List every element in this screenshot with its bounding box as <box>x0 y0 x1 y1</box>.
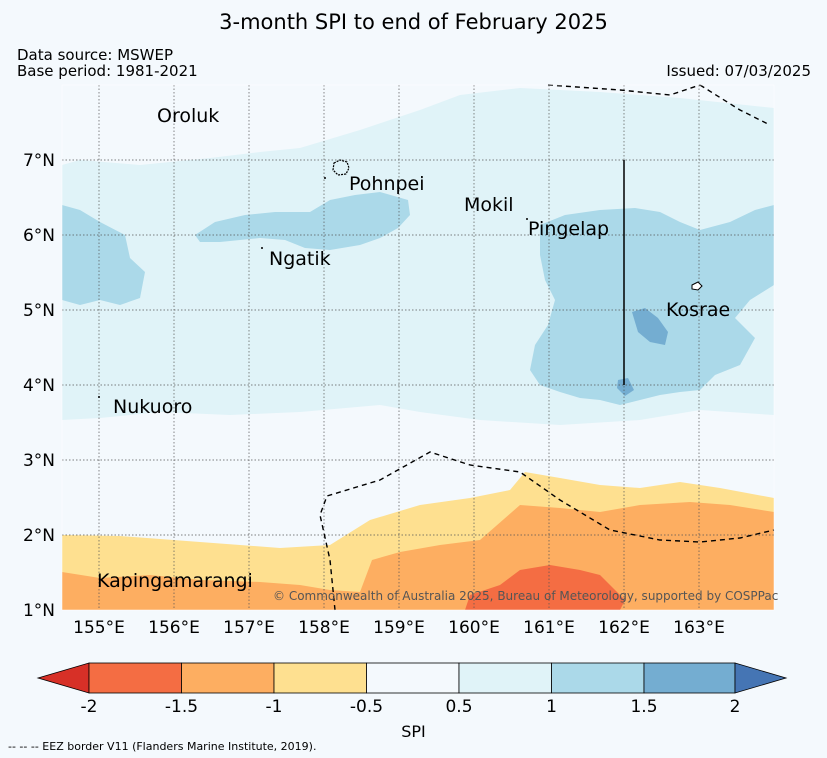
spi-very-wet-region <box>632 308 668 345</box>
place-label: Pingelap <box>528 218 609 240</box>
nukuoro-island-dot <box>98 396 100 398</box>
lat-tick-label: 2°N <box>23 526 55 546</box>
colorbar <box>36 662 788 694</box>
lat-tick-label: 3°N <box>23 451 55 471</box>
map-frame <box>61 84 775 611</box>
lat-tick-label: 7°N <box>23 151 55 171</box>
colorbar-segment <box>273 662 367 694</box>
colorbar-tick-label: -2 <box>81 697 98 717</box>
lon-tick-label: 157°E <box>223 618 275 638</box>
pohnpei-island-outline <box>332 159 350 176</box>
colorbar-tick-label: -1.5 <box>165 697 198 717</box>
place-label: Kapingamarangi <box>97 570 253 592</box>
lat-tick-label: 6°N <box>23 226 55 246</box>
colorbar-tick-label: -1 <box>266 697 283 717</box>
lat-tick-label: 5°N <box>23 301 55 321</box>
spi-wet-region-kosrae <box>530 205 774 405</box>
colorbar-tick-label: 1.5 <box>630 697 657 717</box>
chart-title: 3-month SPI to end of February 2025 <box>219 10 608 34</box>
kosrae-island-outline <box>691 281 703 291</box>
colorbar-segment <box>181 662 275 694</box>
lon-tick-label: 161°E <box>523 618 575 638</box>
map-gridlines <box>62 85 774 610</box>
spi-very-wet-spot <box>617 378 634 396</box>
spi-severely-dry-region <box>465 565 625 610</box>
colorbar-segment <box>458 662 552 694</box>
colorbar-tick-label: 2 <box>730 697 741 717</box>
lon-tick-label: 162°E <box>598 618 650 638</box>
lon-tick-label: 158°E <box>298 618 350 638</box>
colorbar-label: SPI <box>401 722 426 741</box>
colorbar-tick-label: 1 <box>546 697 557 717</box>
copyright-text: © Commonwealth of Australia 2025, Bureau… <box>273 589 778 603</box>
data-source-text: Data source: MSWEP <box>17 46 174 64</box>
colorbar-segment <box>88 662 182 694</box>
lon-tick-label: 155°E <box>73 618 125 638</box>
ngatik-island-dot <box>261 247 263 249</box>
lon-tick-label: 159°E <box>373 618 425 638</box>
place-label: Ngatik <box>269 248 331 270</box>
colorbar-segment <box>551 662 645 694</box>
colorbar-segment <box>366 662 460 694</box>
place-label: Nukuoro <box>113 396 192 418</box>
colorbar-extend-low <box>36 662 90 694</box>
island-dot <box>324 177 326 179</box>
place-label: Oroluk <box>157 105 219 127</box>
lon-tick-label: 156°E <box>148 618 200 638</box>
eez-border <box>319 84 775 611</box>
colorbar-extend-high <box>734 662 788 694</box>
place-label: Kosrae <box>666 299 730 321</box>
place-label: Mokil <box>464 194 514 216</box>
colorbar-tick-label: -0.5 <box>350 697 383 717</box>
footnote-text: -- -- -- EEZ border V11 (Flanders Marine… <box>8 740 317 753</box>
place-label: Pohnpei <box>349 173 425 195</box>
base-period-text: Base period: 1981-2021 <box>17 62 198 80</box>
lat-tick-label: 1°N <box>23 601 55 621</box>
spi-map: Oroluk Pohnpei Mokil Pingelap Ngatik Kos… <box>23 84 788 717</box>
issued-date-text: Issued: 07/03/2025 <box>666 62 811 80</box>
pingelap-island-dot <box>526 218 528 220</box>
colorbar-tick-label: 0.5 <box>445 697 472 717</box>
colorbar-segment <box>643 662 736 694</box>
lat-tick-label: 4°N <box>23 376 55 396</box>
lon-tick-label: 160°E <box>448 618 500 638</box>
spi-wet-region-west <box>62 205 145 305</box>
lon-tick-label: 163°E <box>673 618 725 638</box>
